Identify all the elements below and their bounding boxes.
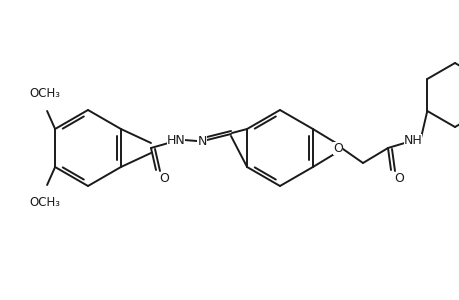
Text: HN: HN	[166, 134, 185, 146]
Text: O: O	[393, 172, 403, 184]
Text: O: O	[159, 172, 168, 184]
Text: NH: NH	[403, 134, 421, 146]
Text: O: O	[332, 142, 342, 154]
Text: OCH₃: OCH₃	[29, 196, 61, 209]
Text: OCH₃: OCH₃	[29, 87, 61, 100]
Text: N: N	[197, 134, 206, 148]
